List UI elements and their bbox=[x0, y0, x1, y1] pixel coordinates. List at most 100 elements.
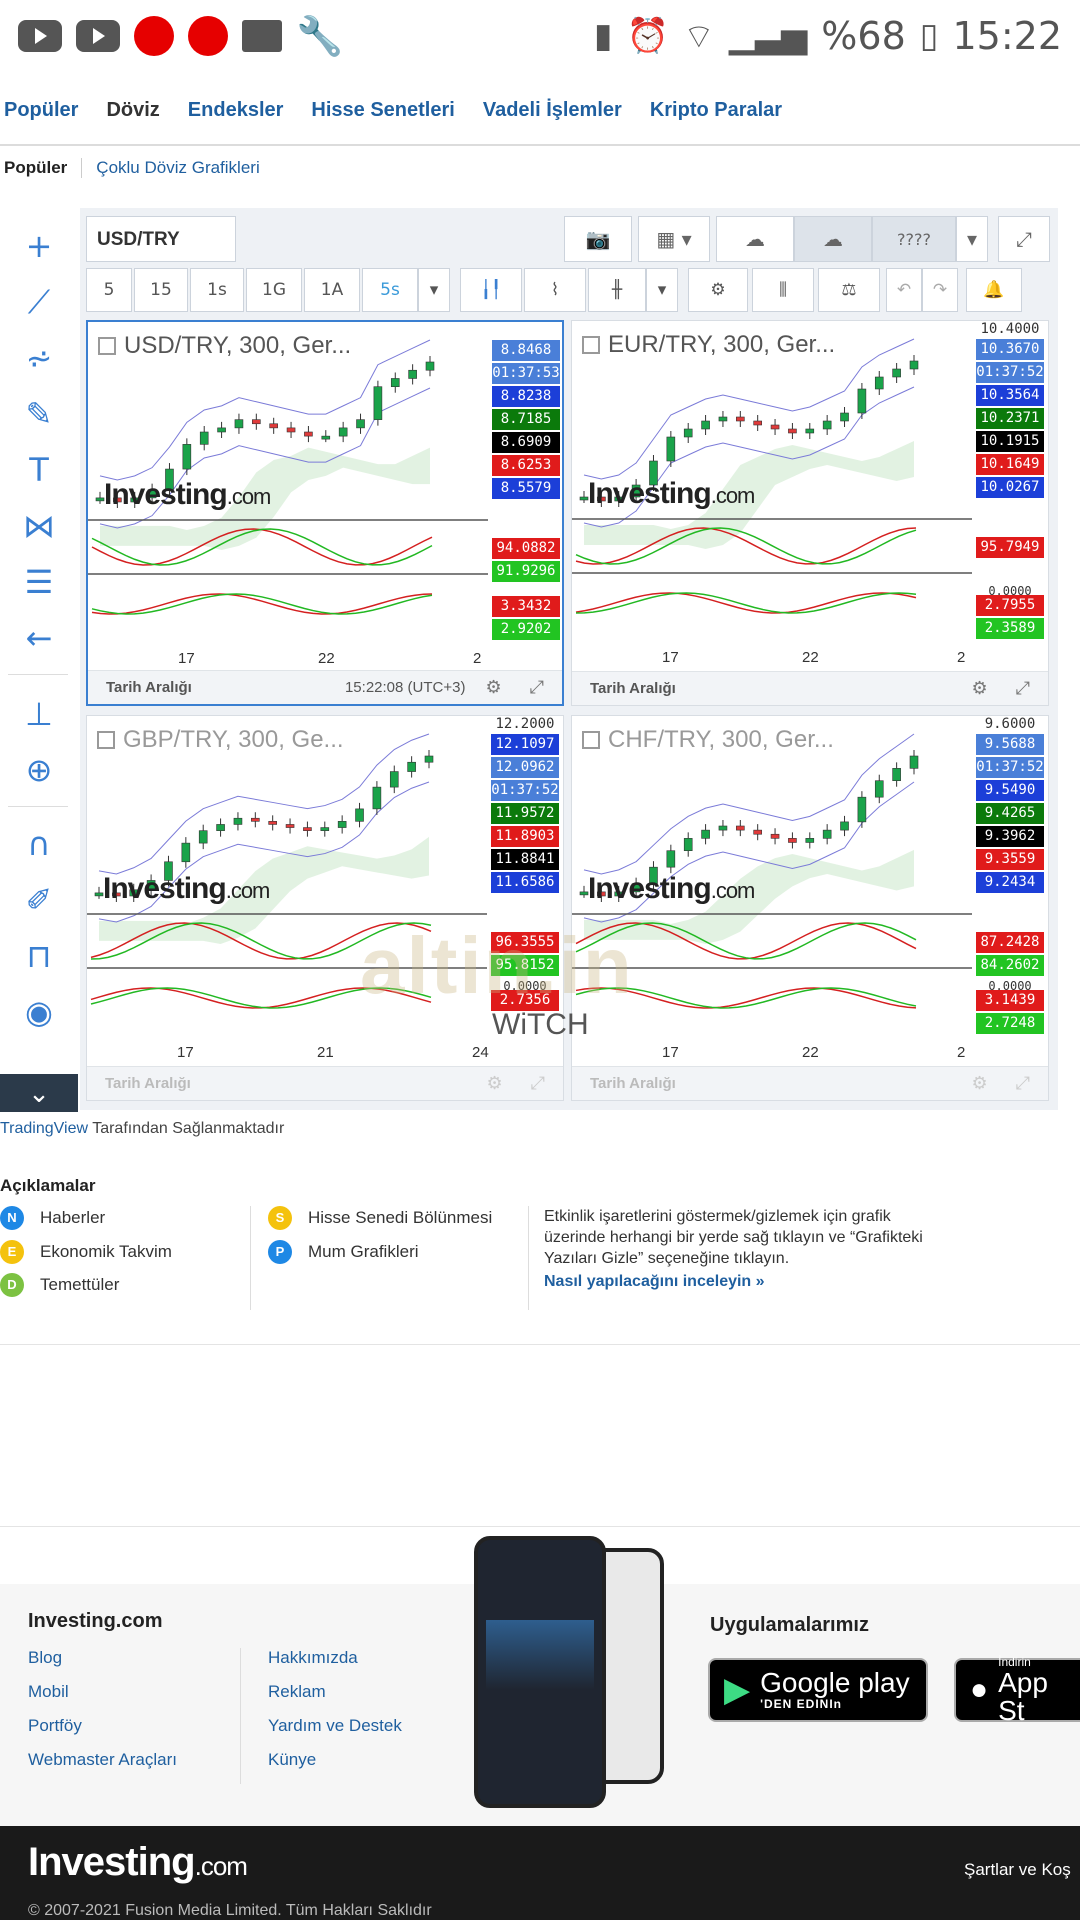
interval-1s[interactable]: 1s bbox=[190, 268, 244, 312]
tab-populer[interactable]: Popüler bbox=[4, 99, 79, 121]
date-range-label[interactable]: Tarih Aralığı bbox=[590, 680, 676, 697]
bars-icon[interactable]: ╫ bbox=[588, 268, 646, 312]
brush-icon[interactable]: ✎ bbox=[25, 395, 53, 433]
lock-pencil-icon[interactable]: ✐ bbox=[25, 881, 53, 919]
time-axis[interactable]: 17 22 2 bbox=[88, 644, 488, 674]
collapse-icon[interactable] bbox=[582, 731, 600, 749]
footer-link-ads[interactable]: Reklam bbox=[268, 1682, 326, 1701]
candle bbox=[130, 497, 140, 503]
chart-settings-icon[interactable]: ⚙ bbox=[971, 678, 988, 699]
redo-icon[interactable]: ↷ bbox=[922, 268, 958, 312]
footer-link-help[interactable]: Yardım ve Destek bbox=[268, 1716, 402, 1735]
subnav-multi-currency-charts[interactable]: Çoklu Döviz Grafikleri bbox=[96, 158, 260, 177]
footer-link-about[interactable]: Hakkımızda bbox=[268, 1648, 358, 1667]
price-label: 9.3559 bbox=[976, 849, 1044, 870]
crosshair-icon[interactable]: + bbox=[25, 227, 53, 265]
chart-panel-gbptry[interactable]: GBP/TRY, 300, Ge... Investing.com 12.2000 1… bbox=[86, 715, 564, 1101]
undo-icon[interactable]: ↶ bbox=[886, 268, 922, 312]
candle bbox=[840, 821, 849, 831]
interval-1a[interactable]: 1A bbox=[304, 268, 360, 312]
footer-link-webmaster[interactable]: Webmaster Araçları bbox=[28, 1750, 177, 1769]
subnav-populer[interactable]: Popüler bbox=[4, 158, 68, 177]
trend-line-icon[interactable]: ⟋ bbox=[27, 282, 51, 321]
interval-5s[interactable]: 5s bbox=[362, 268, 418, 312]
time-axis[interactable]: 17 22 2 bbox=[572, 1038, 972, 1068]
layout-grid-icon[interactable]: ▦ ▾ bbox=[638, 216, 710, 262]
time-axis[interactable]: 17 22 2 bbox=[572, 643, 972, 673]
investing-logo[interactable]: Investing.com bbox=[28, 1840, 248, 1885]
price-axis[interactable]: 9.6000 9.5688 01:37:52 9.5490 9.4265 9.3962 9.… bbox=[972, 716, 1048, 1056]
chart-panel-usdtry[interactable]: USD/TRY, 300, Ger... Investing.com 8.8468 0… bbox=[86, 320, 564, 706]
chart-expand-icon[interactable]: ⤢ bbox=[530, 1073, 545, 1094]
back-arrow-icon[interactable]: ← bbox=[25, 619, 53, 657]
price-axis[interactable]: 12.2000 12.1097 12.0962 01:37:52 11.9572 11.8… bbox=[487, 716, 563, 1056]
alert-bell-icon[interactable]: 🔔 bbox=[966, 268, 1022, 312]
lower-band-line bbox=[98, 781, 430, 923]
price-axis[interactable]: 8.8468 01:37:53 8.8238 8.7185 8.6909 8.6253 8.… bbox=[488, 322, 562, 662]
pattern-icon[interactable]: ⋈ bbox=[23, 507, 55, 545]
date-range-label[interactable]: Tarih Aralığı bbox=[105, 1075, 191, 1092]
interval-5[interactable]: 5 bbox=[86, 268, 132, 312]
app-store-badge[interactable]: ● İndirin App St bbox=[954, 1655, 1080, 1725]
footer-link-portfoy[interactable]: Portföy bbox=[28, 1716, 82, 1735]
magnet-icon[interactable]: ∩ bbox=[27, 825, 51, 863]
price-axis[interactable]: 10.4000 10.3670 01:37:52 10.3564 10.2371 10.1… bbox=[972, 321, 1048, 661]
chart-expand-icon[interactable]: ⤢ bbox=[1015, 1073, 1030, 1094]
layout-name[interactable]: ???? bbox=[872, 216, 956, 262]
candle bbox=[874, 780, 884, 798]
date-range-label[interactable]: Tarih Aralığı bbox=[106, 679, 192, 696]
collapse-icon[interactable] bbox=[98, 337, 116, 355]
measure-icon[interactable]: ⊥ bbox=[25, 695, 53, 733]
unlock-icon[interactable]: ⊓ bbox=[26, 937, 52, 975]
how-to-link[interactable]: Nasıl yapılacağını inceleyin » bbox=[544, 1273, 765, 1290]
collapse-icon[interactable] bbox=[582, 336, 600, 354]
terms-link[interactable]: Şartlar ve Koş bbox=[964, 1860, 1071, 1879]
tradingview-link[interactable]: TradingView bbox=[0, 1120, 89, 1137]
fullscreen-icon[interactable]: ⤢ bbox=[998, 216, 1050, 262]
symbol-search-input[interactable]: USD/TRY bbox=[86, 216, 236, 262]
google-play-badge[interactable]: ▶ Google play 'DEN EDINIn bbox=[708, 1658, 928, 1722]
chart-panel-eurtry[interactable]: EUR/TRY, 300, Ger... Investing.com 10.4000… bbox=[571, 320, 1049, 706]
cloud-upload-icon[interactable]: ☁ bbox=[794, 216, 872, 262]
tab-hisse-senetleri[interactable]: Hisse Senetleri bbox=[311, 99, 455, 121]
chart-settings-icon[interactable]: ⚙ bbox=[971, 1073, 988, 1094]
time-axis[interactable]: 17 21 24 bbox=[87, 1038, 489, 1068]
interval-dropdown-icon[interactable]: ▾ bbox=[418, 268, 450, 312]
chart-plot[interactable] bbox=[572, 321, 972, 661]
tab-endeksler[interactable]: Endeksler bbox=[187, 99, 284, 121]
eye-icon[interactable]: ◉ bbox=[25, 993, 53, 1031]
tab-doviz[interactable]: Döviz bbox=[106, 99, 160, 121]
footer-link-blog[interactable]: Blog bbox=[28, 1648, 63, 1667]
footer-link-mobil[interactable]: Mobil bbox=[28, 1682, 69, 1701]
tab-vadeli-islemler[interactable]: Vadeli İşlemler bbox=[482, 99, 622, 121]
date-range-label[interactable]: Tarih Aralığı bbox=[590, 1075, 676, 1092]
chart-type-dropdown-icon[interactable]: ▾ bbox=[646, 268, 678, 312]
collapse-toolbar-button[interactable]: ⌄ bbox=[0, 1074, 78, 1112]
chart-expand-icon[interactable]: ⤢ bbox=[1015, 678, 1030, 699]
chart-settings-icon[interactable]: ⚙ bbox=[485, 677, 502, 698]
camera-icon[interactable]: 📷 bbox=[564, 216, 632, 262]
compare-scale-icon[interactable]: ⚖ bbox=[818, 268, 880, 312]
line-chart-icon[interactable]: ⌇ bbox=[524, 268, 586, 312]
collapse-icon[interactable] bbox=[97, 731, 115, 749]
chart-settings-icon[interactable]: ⚙ bbox=[486, 1073, 503, 1094]
oscillator-line-red bbox=[575, 592, 917, 614]
interval-1g[interactable]: 1G bbox=[246, 268, 302, 312]
indicators-icon[interactable]: ⫼ bbox=[752, 268, 814, 312]
zoom-icon[interactable]: ⊕ bbox=[25, 751, 53, 789]
chart-plot[interactable] bbox=[88, 322, 488, 662]
chart-panel-chftry[interactable]: CHF/TRY, 300, Ger... Investing.com 9.6000 9… bbox=[571, 715, 1049, 1101]
cloud-download-icon[interactable]: ☁ bbox=[716, 216, 794, 262]
chart-expand-icon[interactable]: ⤢ bbox=[529, 677, 544, 698]
layout-dropdown-icon[interactable]: ▾ bbox=[956, 216, 988, 262]
settings-gear-icon[interactable]: ⚙ bbox=[688, 268, 748, 312]
prediction-icon[interactable]: ☰ bbox=[24, 563, 54, 601]
candles-icon[interactable]: ╽╿ bbox=[460, 268, 522, 312]
text-icon[interactable]: T bbox=[29, 451, 49, 489]
chart-plot[interactable] bbox=[572, 716, 972, 1056]
footer-link-imprint[interactable]: Künye bbox=[268, 1750, 317, 1769]
interval-15[interactable]: 15 bbox=[134, 268, 188, 312]
tab-kripto-paralar[interactable]: Kripto Paralar bbox=[649, 99, 783, 121]
chart-plot[interactable] bbox=[87, 716, 487, 1056]
fib-icon[interactable]: ⩫ bbox=[25, 339, 53, 377]
